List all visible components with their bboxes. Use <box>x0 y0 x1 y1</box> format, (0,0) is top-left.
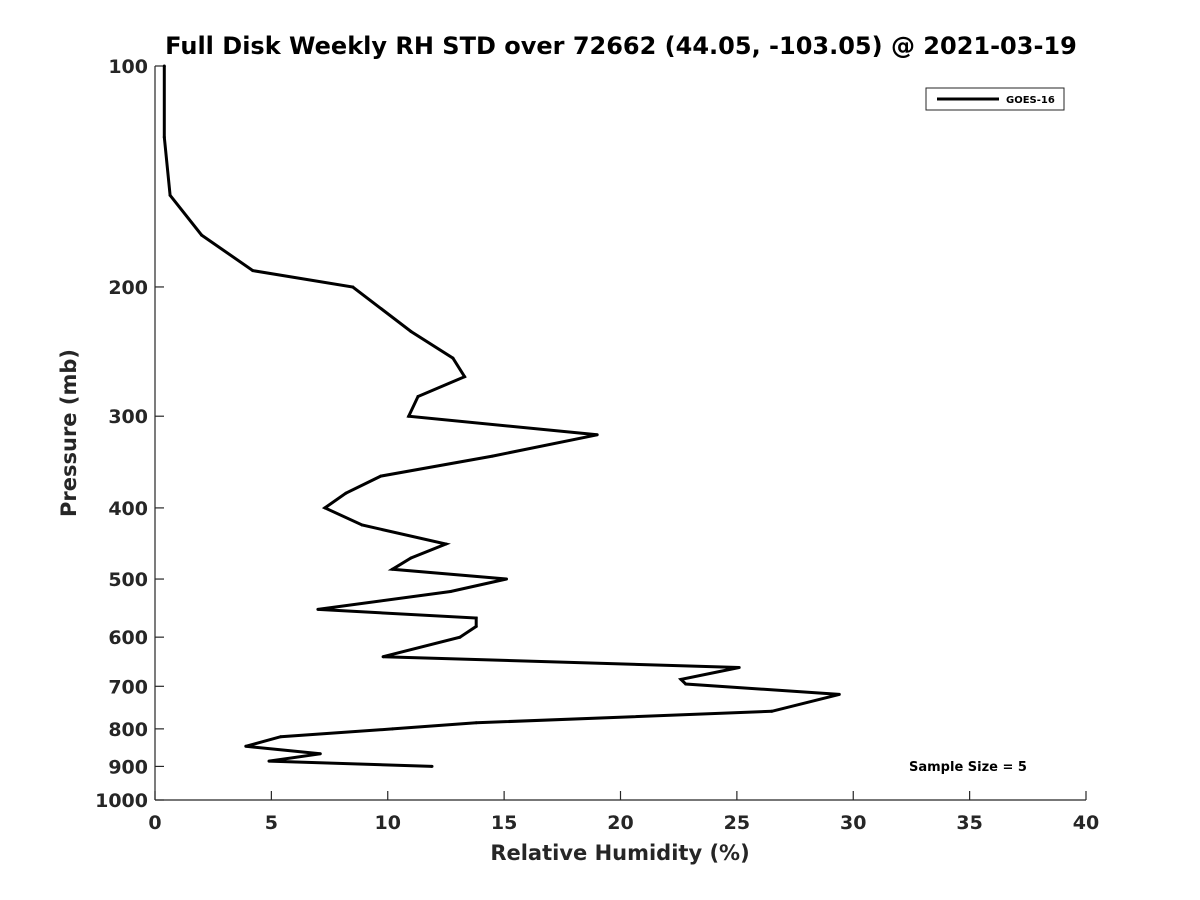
y-tick-label: 700 <box>108 676 148 698</box>
x-tick-label: 25 <box>724 812 750 834</box>
y-tick-label: 900 <box>108 756 148 778</box>
data-point <box>407 414 411 418</box>
data-point <box>251 269 255 273</box>
x-tick-label: 30 <box>840 812 866 834</box>
x-tick-label: 10 <box>375 812 401 834</box>
x-tick-label: 35 <box>956 812 982 834</box>
data-point <box>351 285 355 289</box>
y-tick-label: 600 <box>108 627 148 649</box>
data-point <box>679 677 683 681</box>
y-tick-label: 500 <box>108 569 148 591</box>
chart-title: Full Disk Weekly RH STD over 72662 (44.0… <box>165 32 1077 60</box>
data-point <box>684 682 688 686</box>
data-point <box>244 744 248 748</box>
series-group <box>162 64 841 768</box>
data-point <box>390 727 394 731</box>
data-point <box>279 735 283 739</box>
data-point <box>344 491 348 495</box>
data-point <box>409 556 413 560</box>
data-point <box>360 523 364 527</box>
y-tick-label: 200 <box>108 277 148 299</box>
data-point <box>595 433 599 437</box>
data-point <box>737 666 741 669</box>
data-point <box>444 542 448 546</box>
data-point <box>770 709 774 713</box>
x-axis-ticks: 0 5 10 15 20 25 30 35 40 <box>148 791 1099 834</box>
sample-size-annotation: Sample Size = 5 <box>909 760 1027 775</box>
data-point <box>390 567 394 571</box>
data-point <box>162 135 166 139</box>
y-tick-label: 300 <box>108 406 148 428</box>
data-point <box>379 474 383 478</box>
data-point <box>323 506 327 510</box>
data-point <box>168 193 172 197</box>
x-tick-label: 15 <box>491 812 517 834</box>
data-point <box>449 590 453 593</box>
x-tick-label: 40 <box>1073 812 1099 834</box>
y-tick-label: 100 <box>108 56 148 78</box>
data-point <box>474 721 478 725</box>
y-tick-label: 800 <box>108 719 148 741</box>
data-point <box>409 330 413 333</box>
data-point <box>451 356 455 360</box>
data-point <box>416 395 420 398</box>
y-tick-label: 1000 <box>95 790 148 812</box>
data-point <box>463 375 467 379</box>
x-tick-label: 0 <box>148 812 161 834</box>
data-point <box>474 624 478 628</box>
legend: GOES-16 <box>925 87 1065 111</box>
data-point <box>316 607 320 611</box>
y-axis-ticks: 100 200 300 400 500 600 700 800 900 1000 <box>95 56 164 812</box>
data-point <box>491 454 494 458</box>
data-point <box>381 655 385 659</box>
data-point <box>162 64 166 68</box>
data-point <box>505 577 508 581</box>
x-tick-label: 5 <box>265 812 278 834</box>
data-point <box>837 692 841 696</box>
x-axis-label: Relative Humidity (%) <box>490 841 749 865</box>
data-point <box>458 635 462 639</box>
data-point <box>200 233 204 237</box>
data-point <box>318 752 322 756</box>
y-tick-label: 400 <box>108 498 148 520</box>
data-point <box>474 616 478 620</box>
y-axis-label: Pressure (mb) <box>57 349 81 517</box>
x-tick-label: 20 <box>607 812 633 834</box>
data-point <box>430 764 434 768</box>
legend-label: GOES-16 <box>1006 95 1055 106</box>
data-point <box>267 759 271 763</box>
